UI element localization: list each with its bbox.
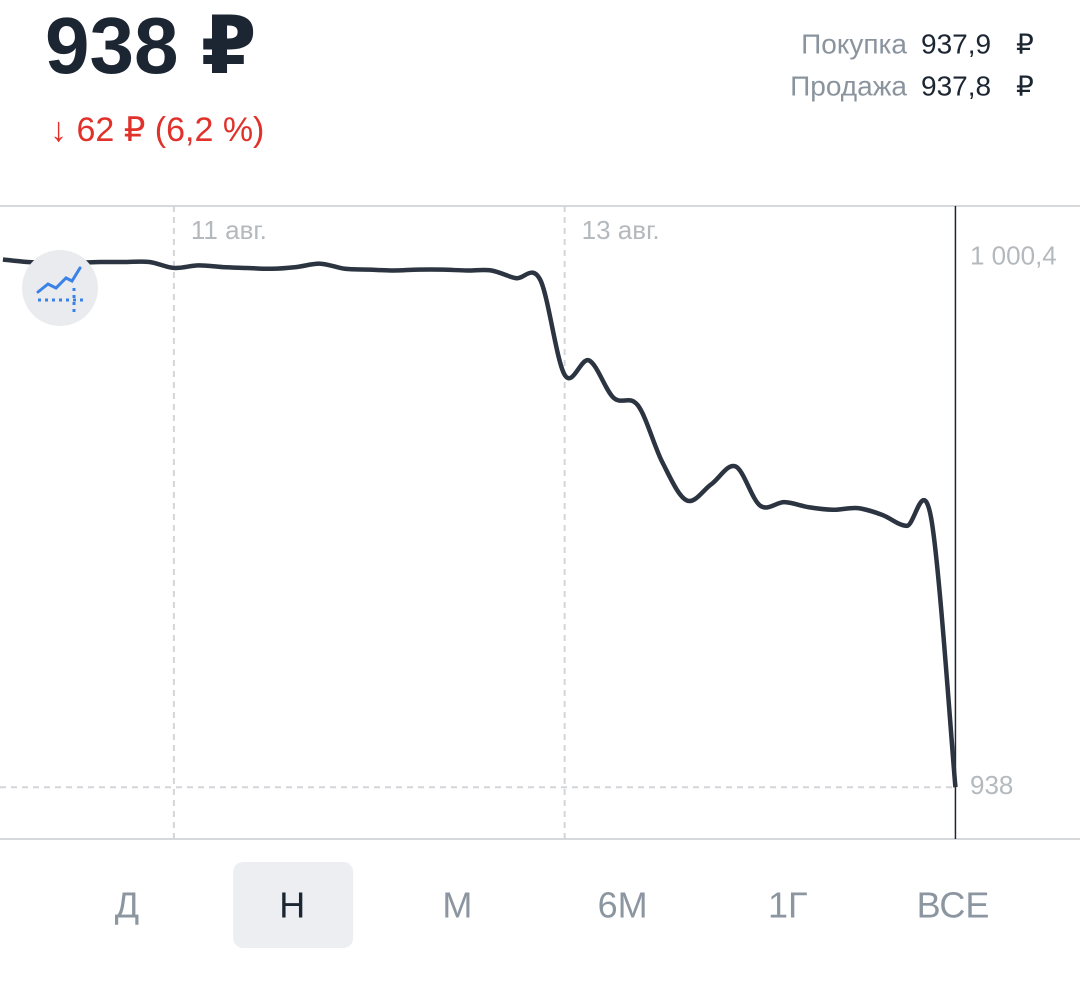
- period-tab[interactable]: М: [442, 885, 472, 926]
- x-tick-label: 13 авг.: [582, 215, 660, 245]
- period-tab[interactable]: Д: [115, 885, 139, 926]
- price-change: ↓ 62 ₽ (6,2 %): [50, 111, 264, 149]
- price-line: [2, 257, 958, 788]
- period-tab[interactable]: ВСЕ: [917, 885, 990, 926]
- sell-currency: ₽: [1016, 70, 1034, 101]
- period-tab[interactable]: 1Г: [768, 885, 808, 926]
- buy-label: Покупка: [801, 28, 907, 59]
- period-tab[interactable]: Н: [279, 885, 305, 926]
- chart-mode-button[interactable]: [22, 250, 98, 326]
- buy-value: 937,9: [921, 28, 991, 59]
- y-tick-label: 1 000,4: [970, 241, 1057, 271]
- selected-tab-bg: [233, 862, 354, 948]
- chart: 11 авг. 13 авг. 1 000,4 938: [0, 206, 1057, 839]
- x-tick-label: 11 авг.: [191, 215, 267, 245]
- y-tick-label: 938: [970, 770, 1013, 800]
- buy-currency: ₽: [1016, 28, 1034, 59]
- icon-background: [22, 250, 98, 326]
- icon-line: [36, 266, 82, 294]
- sell-label: Продажа: [790, 70, 907, 101]
- price: 938 ₽: [45, 1, 256, 90]
- sell-value: 937,8: [921, 70, 991, 101]
- period-tabs: Д Н М 6М 1Г ВСЕ: [115, 862, 990, 948]
- period-tab[interactable]: 6М: [598, 885, 648, 926]
